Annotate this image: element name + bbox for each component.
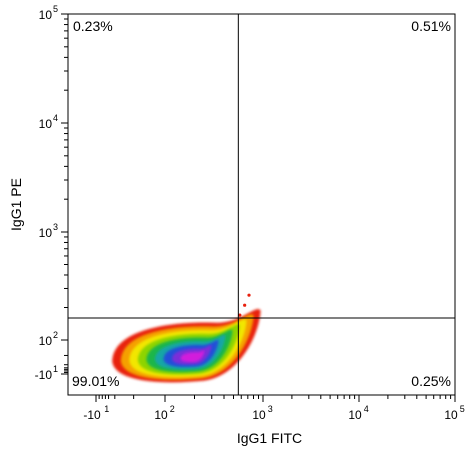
quadrant-gates — [68, 14, 455, 395]
plot-frame — [67, 13, 456, 396]
x-tick-label: 10 — [252, 408, 266, 422]
y-tick-label: 10 — [39, 8, 53, 22]
x-tick-exponent: 1 — [104, 404, 109, 414]
y-tick-exponent: 4 — [53, 113, 58, 123]
y-tick-label: 10 — [39, 226, 53, 240]
y-tick-exponent: 1 — [53, 364, 58, 374]
x-tick-label: 10 — [348, 408, 362, 422]
quadrant-label-lower-left: 99.01% — [72, 373, 119, 389]
density-level-8 — [180, 350, 205, 362]
y-tick-label: 10 — [39, 334, 53, 348]
y-tick-exponent: 2 — [53, 330, 58, 340]
x-tick-exponent: 5 — [460, 404, 465, 414]
cell-population — [112, 293, 261, 383]
labels: 0.23% 0.51% 99.01% 0.25% — [72, 18, 451, 389]
y-tick-label: -10 — [35, 368, 53, 382]
outlier-event — [247, 293, 251, 297]
x-tick-exponent: 3 — [268, 404, 273, 414]
y-axis-label: IgG1 PE — [8, 178, 24, 231]
outlier-event — [243, 303, 247, 307]
x-tick-label: -10 — [83, 408, 101, 422]
x-tick-label: 10 — [154, 408, 168, 422]
y-tick-exponent: 3 — [53, 222, 58, 232]
quadrant-label-upper-left: 0.23% — [73, 18, 113, 34]
quadrant-label-lower-right: 0.25% — [411, 373, 451, 389]
quadrant-label-upper-right: 0.51% — [411, 18, 451, 34]
outlier-event — [238, 313, 242, 317]
x-tick-label: 10 — [444, 408, 458, 422]
y-tick-label: 10 — [39, 117, 53, 131]
y-tick-exponent: 5 — [53, 4, 58, 14]
x-tick-exponent: 2 — [170, 404, 175, 414]
x-tick-exponent: 4 — [364, 404, 369, 414]
x-axis-label: IgG1 FITC — [237, 430, 302, 446]
